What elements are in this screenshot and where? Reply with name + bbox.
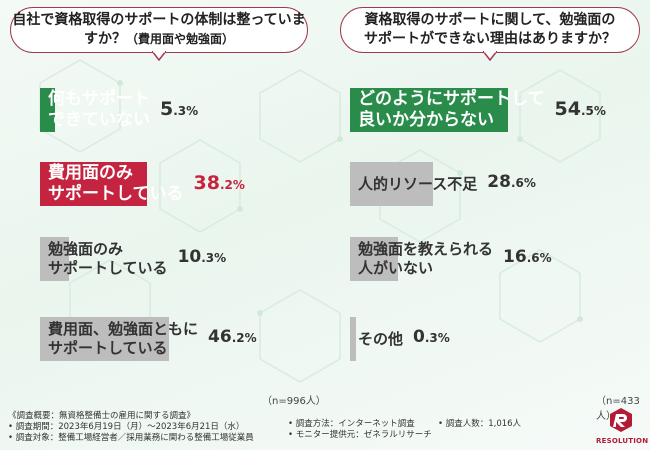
resolution-logo-icon (610, 408, 632, 432)
bar-value-dec: .5% (580, 104, 606, 118)
resolution-logo: RESOLUTION (596, 407, 649, 447)
footer-col-3: • 調査人数：1,016人 (438, 419, 521, 430)
bar-value-dec: .6% (526, 251, 552, 265)
bar-label-right-0: どのようにサポートして 良いか分からない (358, 89, 545, 130)
left-question-tail (152, 51, 166, 61)
bar-label-left-0: 何もサポート できていない (48, 89, 150, 130)
bar-value-left-2: 10.3% (178, 247, 227, 267)
bar-value-right-3: 0.3% (413, 327, 450, 347)
bar-left-3 (40, 317, 169, 361)
bar-label-right-3: その他 (358, 329, 404, 348)
bar-value-dec: .2% (231, 331, 257, 345)
bar-value-dec: .3% (424, 331, 450, 345)
bar-value-left-1: 38.2% (194, 172, 245, 194)
left-question-box: 自社で資格取得のサポートの体制は整っていますか？（費用面や勉強面） (10, 7, 308, 61)
bar-value-int: 46 (208, 327, 232, 347)
bar-value-dec: .3% (173, 104, 199, 118)
bar-value-int: 54 (554, 98, 581, 120)
bar-value-int: 5 (160, 98, 174, 120)
bar-right-2 (350, 237, 398, 281)
bar-label-right-2: 勉強面を教えられる 人がいない (358, 240, 494, 277)
bar-value-int: 38 (193, 172, 220, 194)
bar-value-int: 28 (487, 172, 511, 192)
bar-left-1 (40, 162, 147, 206)
bar-value-left-3: 46.2% (208, 327, 257, 347)
footer-count: • 調査人数：1,016人 (438, 419, 522, 429)
bar-value-int: 10 (177, 247, 202, 267)
left-question-title: 自社で資格取得のサポートの体制は整っていますか？ (12, 12, 306, 47)
bar-label-left-1: 費用面のみ サポートしている (48, 163, 184, 204)
bar-label-left-3: 費用面、勉強面ともに サポートしている (48, 320, 199, 357)
left-sample-size: （n=996人） (262, 396, 326, 407)
bar-value-int: 16 (503, 247, 527, 267)
bar-right-3 (350, 317, 356, 361)
bar-label-right-1: 人的リソース不足 (358, 174, 478, 193)
right-question-box: 資格取得のサポートに関して、勉強面の サポートができない理由はありますか？ (340, 7, 640, 61)
footer-period: • 調査期間：2023年6月19日（月）〜2023年6月21日（水） (8, 422, 245, 432)
bar-value-right-1: 28.6% (487, 172, 536, 192)
right-sample-size: （n=433人） (596, 396, 640, 422)
bar-value-dec: .3% (201, 251, 227, 265)
bar-left-0 (40, 88, 55, 132)
bar-value-left-0: 5.3% (160, 98, 198, 120)
logo-text: RESOLUTION (596, 437, 649, 445)
bar-value-right-2: 16.6% (503, 247, 552, 267)
bar-right-0 (350, 88, 508, 132)
survey-footer: 《調査概要：無資格整備士の雇用に関する調査》 • 調査期間：2023年6月19日… (8, 411, 254, 444)
bar-value-dec: .2% (219, 178, 245, 192)
footer-col-2: • 調査方法：インターネット調査 • モニター提供元：ゼネラルリサーチ (288, 419, 432, 441)
bar-value-int: 0 (413, 327, 425, 347)
footer-provider: • モニター提供元：ゼネラルリサーチ (288, 430, 432, 440)
bar-value-right-0: 54.5% (555, 98, 606, 120)
bar-label-left-2: 勉強面のみ サポートしている (48, 240, 168, 277)
bar-right-1 (350, 162, 433, 206)
bar-value-dec: .6% (510, 176, 536, 190)
bar-left-2 (40, 237, 69, 281)
footer-method: • 調査方法：インターネット調査 (288, 419, 415, 429)
right-question-title: 資格取得のサポートに関して、勉強面の サポートができない理由はありますか？ (364, 12, 616, 47)
footer-target: • 調査対象：整備工場経営者／採用業務に関わる整備工場従業員 (8, 433, 254, 443)
right-question-tail (483, 51, 497, 61)
footer-title: 《調査概要：無資格整備士の雇用に関する調査》 (8, 411, 196, 421)
left-question-subtitle: （費用面や勉強面） (125, 32, 234, 46)
